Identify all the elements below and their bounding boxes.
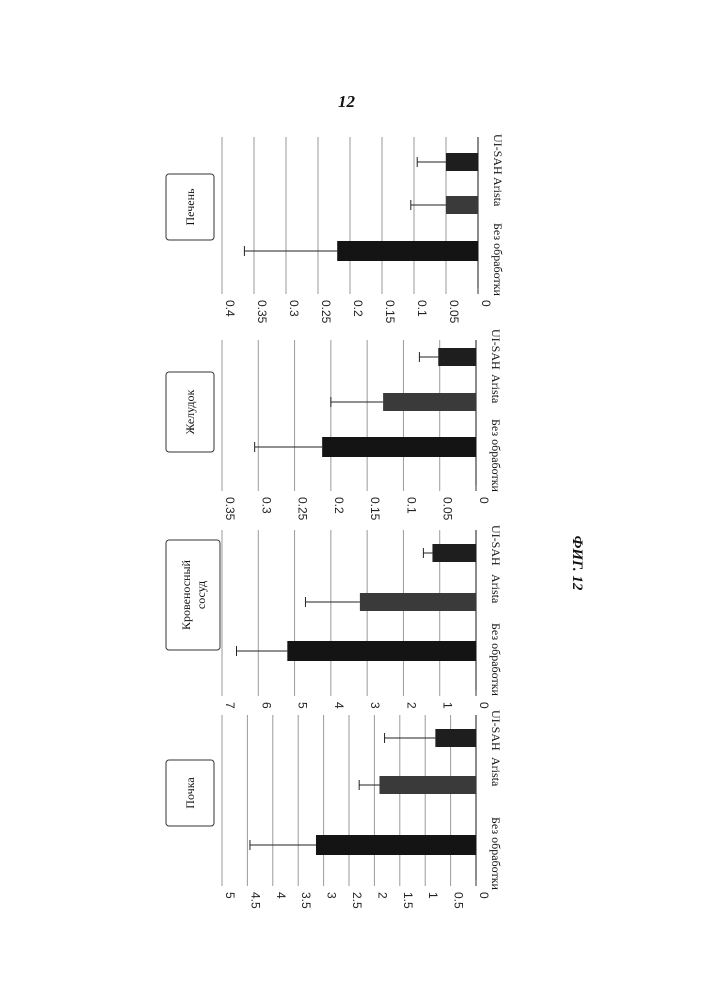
chart-panel-3: 0 1 2 3 4 5 6 7 Без обработки Arista UI-SAH Кровено… <box>166 525 503 709</box>
tick-label: 0.05 <box>441 497 455 521</box>
tick-label: 0.5 <box>452 892 466 909</box>
tick-label: 5 <box>296 702 310 709</box>
category-label: Arista <box>489 574 503 604</box>
bar <box>438 348 476 366</box>
tick-label: 3.5 <box>299 892 313 909</box>
tick-label: 3 <box>325 892 339 899</box>
category-label: UI-SAH <box>489 710 503 751</box>
tick-label: 0 <box>479 300 493 307</box>
tick-label: 5 <box>223 892 237 899</box>
tick-label: 2 <box>375 892 389 899</box>
tick-label: 0 <box>477 702 491 709</box>
tick-label: 1 <box>426 892 440 899</box>
category-label: UI-SAH <box>489 329 503 370</box>
bar <box>379 776 476 794</box>
tick-label: 0.25 <box>296 497 310 521</box>
tick-label: 0 <box>477 497 491 504</box>
tick-label: 1 <box>441 702 455 709</box>
tick-label: 0.15 <box>368 497 382 521</box>
tick-label: 0.35 <box>255 300 269 324</box>
chart-panel-2: 0 0.05 0.1 0.15 0.2 0.25 0.3 0.35 Без обработки A… <box>166 329 503 521</box>
tick-label: 6 <box>259 702 273 709</box>
tick-label: 0.2 <box>332 497 346 514</box>
tick-label: 0.2 <box>351 300 365 317</box>
tick-label: 3 <box>368 702 382 709</box>
bar <box>446 153 478 171</box>
chart-title-box <box>166 540 220 650</box>
tick-label: 1.5 <box>401 892 415 909</box>
tick-label: 0.25 <box>319 300 333 324</box>
category-label: Arista <box>491 177 505 207</box>
chart-title-line: сосуд <box>194 581 208 609</box>
tick-label: 0.15 <box>383 300 397 324</box>
category-label: Arista <box>489 374 503 404</box>
category-label: UI-SAH <box>491 134 505 175</box>
chart-title: Печень <box>183 188 197 225</box>
tick-label: 0.35 <box>223 497 237 521</box>
tick-label: 0.1 <box>404 497 418 514</box>
tick-label: 0.3 <box>259 497 273 514</box>
tick-label: 0.4 <box>223 300 237 317</box>
bar <box>316 835 476 855</box>
tick-label: 0.3 <box>287 300 301 317</box>
chart-title-line: Кровеносный <box>179 559 193 629</box>
tick-label: 4 <box>274 892 288 899</box>
tick-label: 7 <box>223 702 237 709</box>
category-label: Без обработки <box>491 223 505 297</box>
category-label: Без обработки <box>489 623 503 697</box>
tick-label: 0 <box>477 892 491 899</box>
tick-label: 2.5 <box>350 892 364 909</box>
bar <box>432 544 476 562</box>
chart-title: Желудок <box>183 390 197 435</box>
chart-title: Почка <box>183 777 197 809</box>
category-label: Без обработки <box>489 419 503 493</box>
bar <box>360 593 476 611</box>
category-label: UI-SAH <box>489 525 503 566</box>
bar <box>322 437 476 457</box>
category-label: Без обработки <box>489 817 503 891</box>
bar <box>337 241 478 261</box>
chart-panel-1: 0 0.05 0.1 0.15 0.2 0.25 0.3 0.35 0.4 Без обработ… <box>166 134 505 324</box>
bar <box>383 393 476 411</box>
bar <box>435 729 476 747</box>
category-label: Arista <box>489 757 503 787</box>
bar <box>446 196 478 214</box>
tick-label: 0.1 <box>415 300 429 317</box>
bar <box>287 641 476 661</box>
chart-panel-4: 0 0.5 1 1.5 2 2.5 3 3.5 4 4.5 5 Без обработки Arista… <box>166 710 503 909</box>
tick-label: 2 <box>404 702 418 709</box>
tick-label: 4 <box>332 702 346 709</box>
tick-label: 0.05 <box>447 300 461 324</box>
tick-label: 4.5 <box>248 892 262 909</box>
